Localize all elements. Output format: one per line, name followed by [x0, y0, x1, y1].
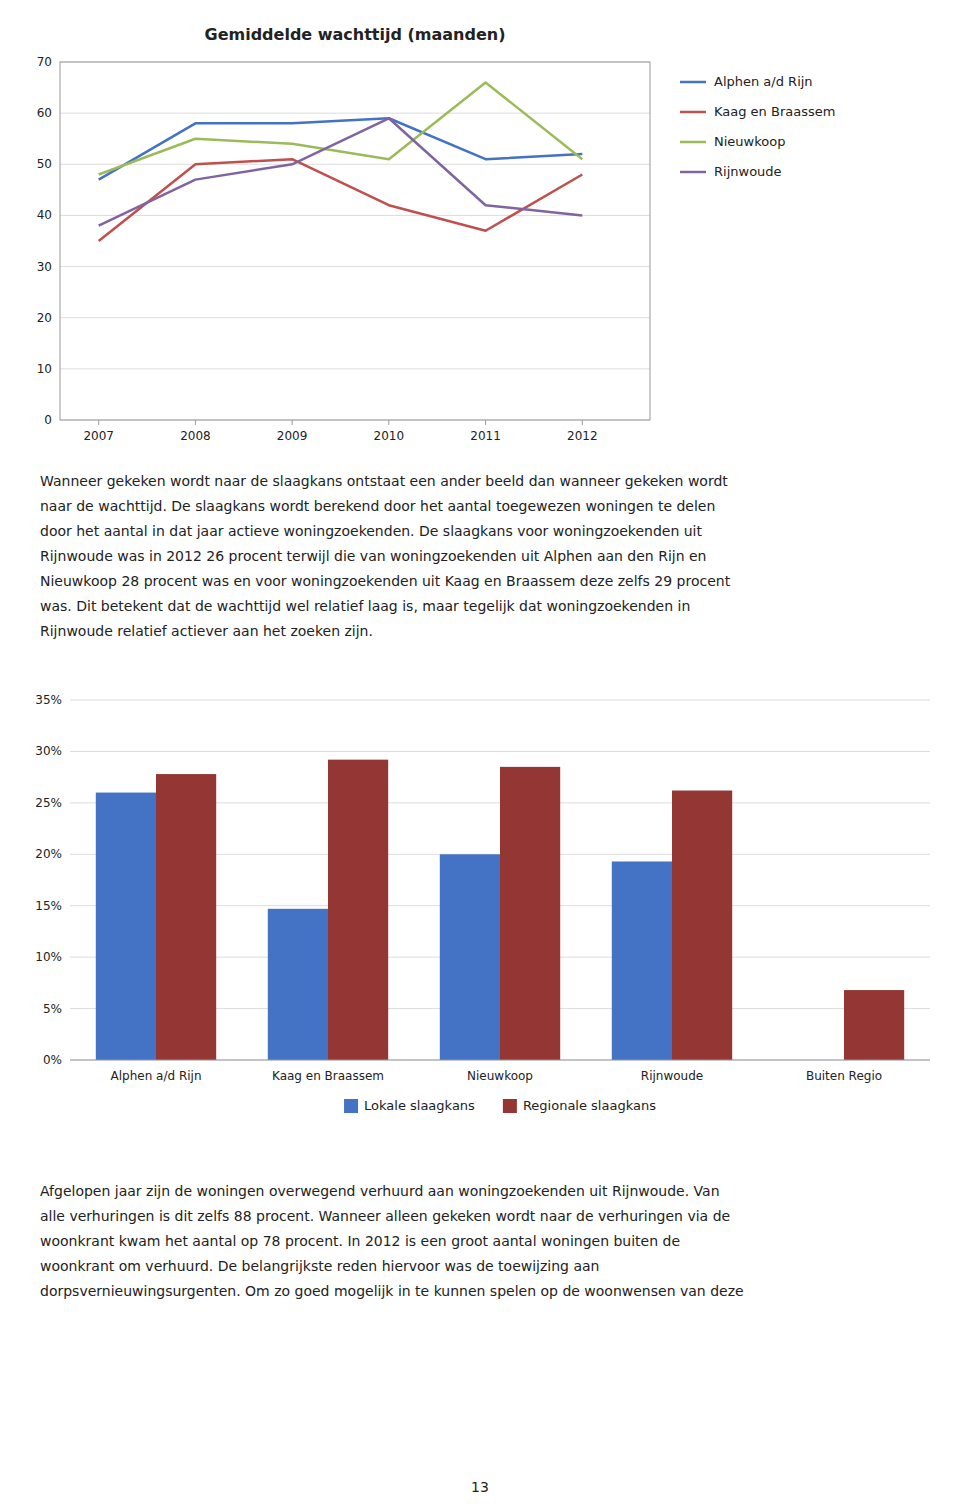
y-tick-label: 10 [37, 362, 52, 376]
x-tick [485, 420, 486, 425]
grid-line [60, 215, 650, 216]
legend-label: Nieuwkoop [714, 134, 785, 149]
paragraph-line: Afgelopen jaar zijn de woningen overwege… [40, 1183, 720, 1199]
y-tick-label: 20% [35, 847, 62, 861]
grid-line [70, 700, 930, 701]
chart-title: Gemiddelde wachttijd (maanden) [205, 25, 506, 44]
x-tick [582, 420, 583, 425]
bar [612, 861, 672, 1060]
grid-line [60, 113, 650, 114]
y-tick-label: 0 [44, 413, 52, 427]
page: {"chart_data": [ {"type": "line", "title… [0, 0, 960, 1510]
y-tick-label: 15% [35, 899, 62, 913]
legend: Alphen a/d Rijn Kaag en Braassem Nieuwkoop… [680, 74, 835, 179]
legend-label: Alphen a/d Rijn [714, 74, 813, 89]
series-line [99, 118, 583, 225]
y-tick-label: 40 [37, 208, 52, 222]
series-line [99, 82, 583, 174]
paragraph-line: woonkrant om verhuurd. De belangrijkste … [40, 1258, 600, 1274]
plot-marks [99, 82, 583, 241]
bar [844, 990, 904, 1060]
plot-marks [96, 760, 904, 1060]
paragraph-line: dorpsvernieuwingsurgenten. Om zo goed mo… [40, 1283, 744, 1299]
grid-line [60, 368, 650, 369]
y-tick-label: 30 [37, 260, 52, 274]
x-tick [98, 420, 99, 425]
plot-frame [60, 62, 650, 420]
x-tick-label: Kaag en Braassem [272, 1069, 384, 1083]
x-tick [195, 420, 196, 425]
bar [96, 793, 156, 1060]
page-number: 13 [471, 1479, 489, 1495]
paragraph-line: Nieuwkoop 28 procent was en voor woningz… [40, 573, 731, 589]
x-tick [388, 420, 389, 425]
x-tick-label: 2008 [180, 429, 211, 443]
paragraph-line: alle verhuringen is dit zelfs 88 procent… [40, 1208, 730, 1224]
legend-swatch [680, 111, 706, 114]
bar [268, 909, 328, 1060]
grid-line [60, 317, 650, 318]
bar [500, 767, 560, 1060]
y-tick-label: 70 [37, 55, 52, 69]
grid-line [60, 164, 650, 165]
x-axis-line [70, 1060, 930, 1061]
y-tick-label: 50 [37, 157, 52, 171]
legend-label: Rijnwoude [714, 164, 782, 179]
series-line [99, 159, 583, 241]
legend-swatch [344, 1099, 358, 1113]
y-tick-label: 35% [35, 693, 62, 707]
paragraph-line: Rijnwoude was in 2012 26 procent terwijl… [40, 548, 707, 564]
y-tick-label: 25% [35, 796, 62, 810]
paragraph-line: woonkrant kwam het aantal op 78 procent.… [40, 1233, 680, 1249]
paragraph-line: Rijnwoude relatief actiever aan het zoek… [40, 623, 373, 639]
x-tick [292, 420, 293, 425]
y-tick-label: 20 [37, 311, 52, 325]
x-tick-label: Nieuwkoop [467, 1069, 533, 1083]
page-canvas: Gemiddelde wachttijd (maanden) 0 10 20 30 40 5… [0, 0, 960, 1510]
y-tick-label: 5% [43, 1002, 62, 1016]
legend-label: Lokale slaagkans [364, 1098, 475, 1113]
x-tick-label: Buiten Regio [806, 1069, 882, 1083]
x-tick-label: 2010 [374, 429, 405, 443]
paragraph-line: door het aantal in dat jaar actieve woni… [40, 523, 703, 539]
x-tick-label: 2012 [567, 429, 598, 443]
x-tick-label: 2009 [277, 429, 308, 443]
grid-line [70, 751, 930, 752]
legend: Lokale slaagkans Regionale slaagkans [344, 1098, 656, 1113]
legend-swatch [503, 1099, 517, 1113]
bar-chart: 0% 5% 10% 15% 20% 25% 30% 35% Alphen a/d Rijn Kaa… [35, 693, 930, 1113]
y-tick-label: 60 [37, 106, 52, 120]
paragraph-line: was. Dit betekent dat de wachttijd wel r… [40, 598, 690, 614]
legend-label: Regionale slaagkans [523, 1098, 656, 1113]
grid-line [60, 266, 650, 267]
x-tick-label: 2011 [470, 429, 501, 443]
paragraph-line: Wanneer gekeken wordt naar de slaagkans … [40, 473, 728, 489]
bar [672, 791, 732, 1060]
paragraph-line: naar de wachttijd. De slaagkans wordt be… [40, 498, 715, 514]
bar [440, 854, 500, 1060]
line-chart: Gemiddelde wachttijd (maanden) 0 10 20 30 40 5… [37, 25, 836, 443]
grid-line [70, 1060, 930, 1061]
legend-label: Kaag en Braassem [714, 104, 835, 119]
paragraph: Wanneer gekeken wordt naar de slaagkans … [40, 473, 731, 639]
legend-swatch [680, 141, 706, 144]
x-tick-label: Rijnwoude [641, 1069, 703, 1083]
x-tick-label: Alphen a/d Rijn [110, 1069, 201, 1083]
bar [156, 774, 216, 1060]
paragraph: Afgelopen jaar zijn de woningen overwege… [40, 1183, 744, 1299]
y-tick-label: 30% [35, 744, 62, 758]
legend-swatch [680, 171, 706, 174]
y-tick-label: 10% [35, 950, 62, 964]
x-tick-label: 2007 [83, 429, 114, 443]
bar [328, 760, 388, 1060]
y-tick-label: 0% [43, 1053, 62, 1067]
legend-swatch [680, 81, 706, 84]
